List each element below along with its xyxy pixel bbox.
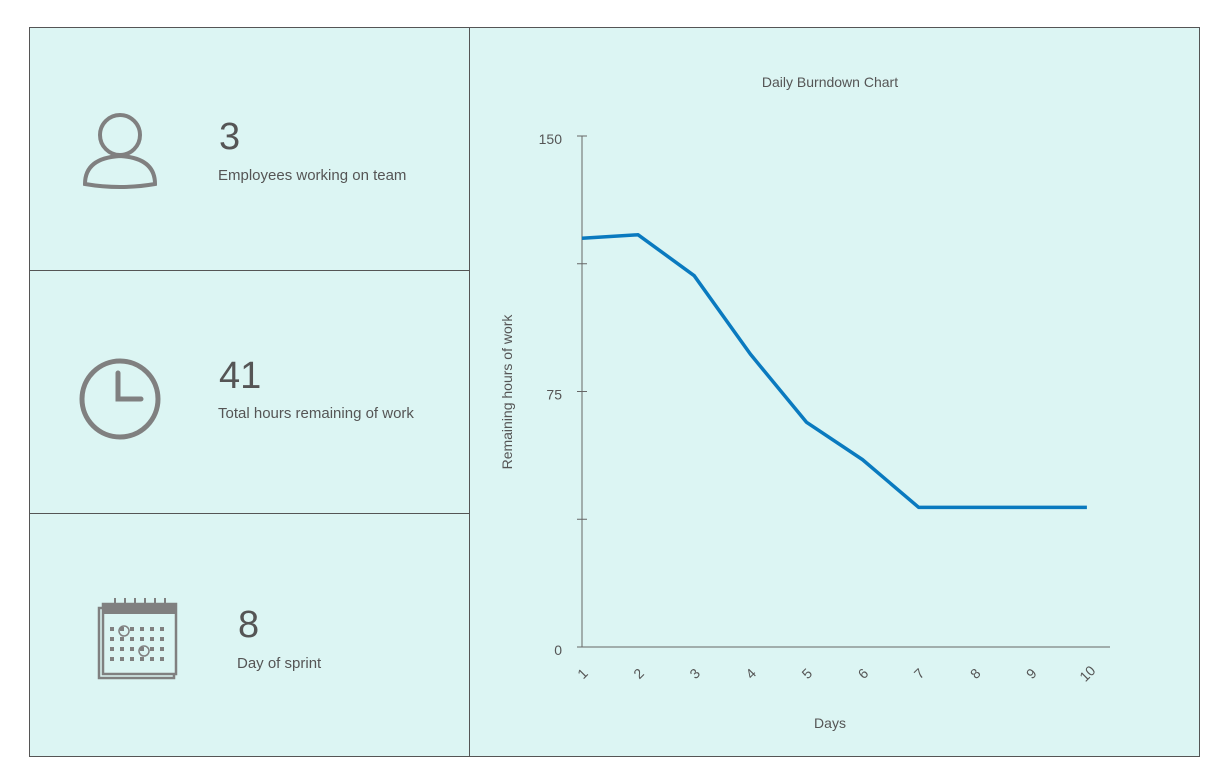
y-tick-label: 75: [546, 387, 562, 403]
kpi-employees: 3 Employees working on team: [29, 27, 470, 271]
x-tick-label: 4: [742, 665, 759, 682]
calendar-day-dot: [130, 647, 134, 651]
x-tick-label: 5: [798, 665, 815, 682]
calendar-day-dot: [110, 637, 114, 641]
calendar-day-dot: [160, 637, 164, 641]
chart-title: Daily Burndown Chart: [762, 74, 898, 90]
y-tick-label: 150: [539, 131, 563, 147]
calendar-day-dot: [130, 627, 134, 631]
calendar-day-dot: [140, 647, 144, 651]
kpi-hours: 41 Total hours remaining of work: [29, 270, 470, 514]
burndown-chart-panel: Daily Burndown Chart Remaining hours of …: [469, 27, 1200, 757]
kpi-value: 8: [238, 604, 260, 646]
kpi-sprint-day: 8 Day of sprint: [29, 513, 470, 757]
burndown-chart: Daily Burndown Chart Remaining hours of …: [499, 74, 1110, 731]
x-tick-label: 8: [967, 665, 984, 682]
calendar-icon: [97, 598, 178, 680]
calendar-day-dot: [150, 627, 154, 631]
kpi-value: 41: [219, 355, 262, 397]
x-tick-label: 6: [855, 665, 872, 682]
calendar-day-dot: [130, 637, 134, 641]
calendar-day-dot: [140, 627, 144, 631]
x-tick-label: 7: [911, 665, 928, 682]
x-tick-label: 1: [574, 665, 591, 682]
kpi-value: 3: [219, 116, 241, 158]
calendar-day-dot: [160, 657, 164, 661]
calendar-day-dot: [150, 637, 154, 641]
calendar-day-dot: [110, 647, 114, 651]
x-tick-label: 2: [630, 665, 647, 682]
x-axis-label: Days: [814, 715, 846, 731]
calendar-day-dot: [120, 637, 124, 641]
calendar-day-dot: [130, 657, 134, 661]
calendar-day-dot: [140, 657, 144, 661]
clock-icon: [79, 358, 161, 440]
x-tick-label: 3: [686, 665, 703, 682]
kpi-label: Day of sprint: [237, 655, 322, 672]
calendar-day-dot: [120, 647, 124, 651]
calendar-day-dot: [120, 627, 124, 631]
x-tick-label: 10: [1076, 662, 1098, 684]
person-icon: [82, 113, 158, 189]
calendar-day-dot: [110, 657, 114, 661]
calendar-day-dot: [140, 637, 144, 641]
calendar-day-dot: [150, 647, 154, 651]
calendar-day-dot: [150, 657, 154, 661]
y-tick-label: 0: [554, 642, 562, 658]
burndown-line: [581, 233, 1087, 510]
y-axis-label: Remaining hours of work: [499, 314, 515, 470]
calendar-day-dot: [120, 657, 124, 661]
calendar-day-dot: [160, 627, 164, 631]
kpi-label: Employees working on team: [218, 167, 407, 184]
calendar-day-dot: [110, 627, 114, 631]
x-tick-label: 9: [1023, 665, 1040, 682]
calendar-day-dot: [160, 647, 164, 651]
kpi-label: Total hours remaining of work: [218, 405, 414, 422]
